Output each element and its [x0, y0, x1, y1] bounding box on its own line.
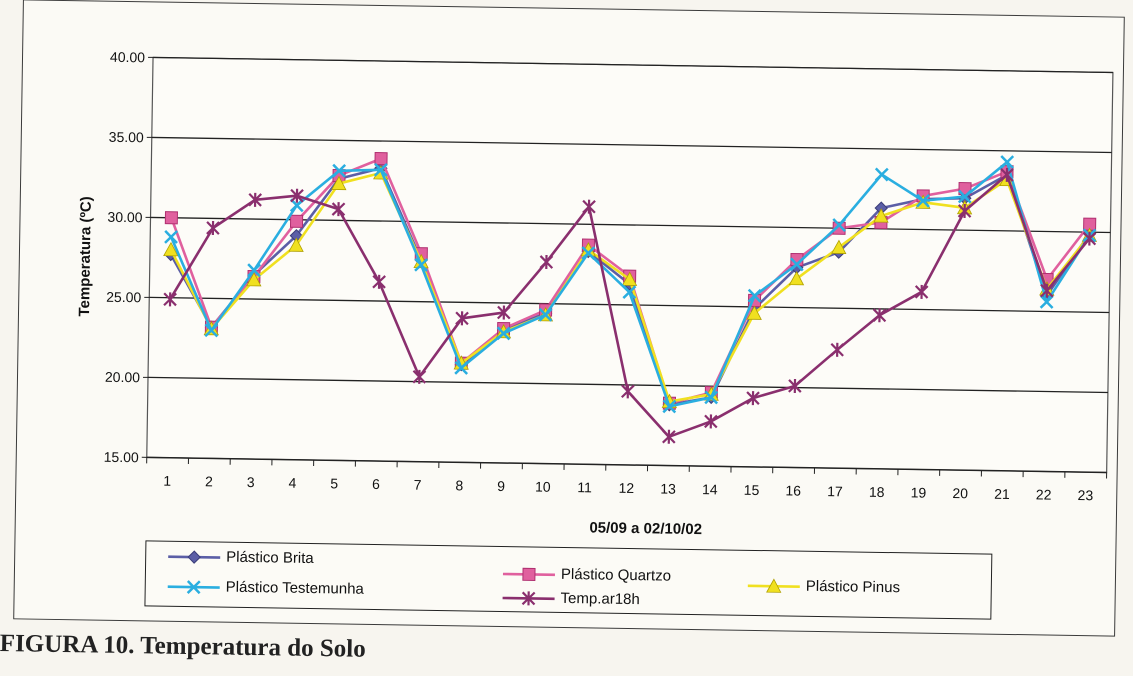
- x-tick-label: 9: [497, 478, 505, 494]
- x-tick-label: 19: [911, 484, 927, 500]
- x-tick-label: 17: [827, 483, 843, 499]
- y-tick-label: 30.00: [107, 209, 142, 226]
- x-tick-label: 8: [455, 477, 463, 493]
- x-tick-label: 22: [1036, 486, 1052, 502]
- legend-item-pl-stico-quartzo: Plástico Quartzo: [501, 565, 671, 585]
- legend-swatch: [500, 589, 556, 606]
- data-point-pl-stico-quartzo: [165, 212, 177, 224]
- legend-item-pl-stico-brita: Plástico Brita: [166, 548, 314, 567]
- y-tick-label: 25.00: [106, 289, 141, 306]
- x-tick-label: 20: [952, 485, 968, 501]
- legend-label: Temp.ar18h: [560, 590, 639, 608]
- x-tick-label: 14: [702, 481, 718, 497]
- x-tick-label: 7: [414, 477, 422, 493]
- x-tick-label: 3: [247, 474, 255, 490]
- data-point-pl-stico-quartzo: [290, 215, 302, 227]
- x-tick-label: 10: [535, 478, 551, 494]
- y-tick-label: 40.00: [110, 49, 145, 66]
- x-tick-label: 5: [330, 475, 338, 491]
- legend-marker: [188, 551, 200, 563]
- y-tick-label: 20.00: [105, 369, 140, 386]
- legend-swatch: [166, 578, 222, 595]
- x-tick-label: 2: [205, 473, 213, 489]
- x-tick-label: 12: [618, 480, 634, 496]
- legend-label: Plástico Testemunha: [226, 579, 364, 598]
- x-axis-title: 05/09 a 02/10/02: [589, 519, 702, 538]
- legend: Plástico Brita Plástico Quartzo Plástico P…: [144, 540, 992, 619]
- data-point-pl-stico-quartzo: [375, 153, 387, 165]
- x-tick-label: 21: [994, 486, 1010, 502]
- legend-item-temp-ar18h: Temp.ar18h: [500, 589, 639, 608]
- x-tick-label: 18: [869, 484, 885, 500]
- y-tick-label: 35.00: [109, 129, 144, 146]
- y-axis-title: Temperatura (ºC): [76, 196, 95, 316]
- x-tick-label: 15: [744, 482, 760, 498]
- legend-item-pl-stico-testemunha: Plástico Testemunha: [166, 578, 364, 598]
- x-tick-label: 23: [1077, 487, 1093, 503]
- legend-item-pl-stico-pinus: Plástico Pinus: [746, 577, 900, 596]
- legend-swatch: [166, 548, 222, 565]
- y-tick-label: 15.00: [104, 449, 139, 466]
- x-tick-label: 4: [288, 475, 296, 491]
- x-tick-label: 13: [660, 480, 676, 496]
- legend-swatch: [501, 565, 557, 582]
- legend-label: Plástico Pinus: [806, 578, 900, 596]
- plot-area: [147, 57, 1113, 472]
- x-tick-label: 6: [372, 476, 380, 492]
- x-tick-label: 1: [163, 473, 171, 489]
- x-tick-label: 11: [577, 479, 592, 495]
- legend-marker: [523, 568, 535, 580]
- legend-swatch: [746, 577, 802, 594]
- x-tick-label: 16: [785, 482, 801, 498]
- legend-label: Plástico Brita: [226, 549, 314, 567]
- legend-label: Plástico Quartzo: [561, 566, 671, 585]
